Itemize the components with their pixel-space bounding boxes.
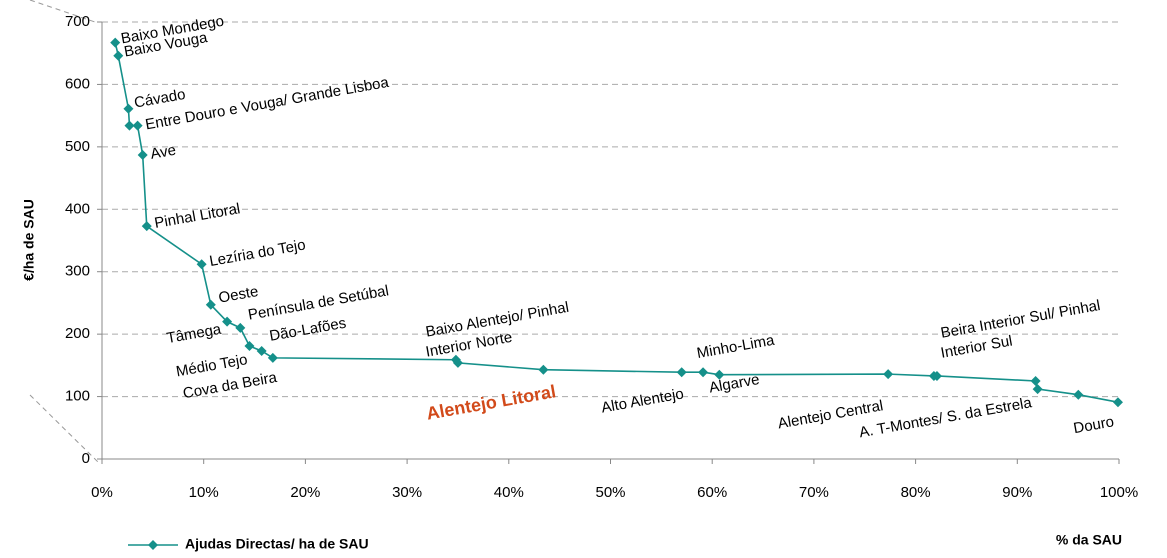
point: [1073, 389, 1084, 400]
point-label: Dão-Lafões: [268, 315, 347, 345]
decoration: [29, 394, 99, 463]
point-label: Douro: [1072, 413, 1115, 437]
x-tick-label: 30%: [392, 484, 422, 501]
point: [676, 367, 687, 378]
point-label: Beira Interior Sul/ Pinhal: [939, 297, 1101, 342]
x-tick-label: 100%: [1100, 484, 1138, 501]
point: [256, 345, 267, 356]
y-tick-label: 400: [65, 200, 90, 217]
point: [538, 364, 549, 375]
point: [124, 120, 135, 131]
x-tick-label: 0%: [91, 484, 113, 501]
x-tick-label: 50%: [595, 484, 625, 501]
point: [205, 299, 216, 310]
highlight-label: Alentejo Litoral: [425, 381, 557, 423]
point: [931, 370, 942, 381]
point: [235, 322, 246, 333]
point: [698, 367, 709, 378]
point: [113, 50, 124, 61]
point-label: Tâmega: [165, 321, 223, 347]
point: [883, 369, 894, 380]
point: [1032, 384, 1043, 395]
point: [714, 369, 725, 380]
y-tick-label: 100: [65, 388, 90, 405]
point-label: Pinhal Litoral: [153, 200, 241, 232]
point: [141, 221, 152, 232]
point-label: Lezíria do Tejo: [208, 236, 307, 270]
point-label: Ave: [149, 142, 177, 163]
y-tick-label: 200: [65, 325, 90, 342]
x-tick-label: 90%: [1002, 484, 1032, 501]
point: [452, 357, 463, 368]
point: [222, 316, 233, 327]
x-tick-label: 70%: [799, 484, 829, 501]
point: [1030, 375, 1041, 386]
decoration: [29, 0, 96, 23]
x-tick-label: 10%: [189, 484, 219, 501]
point-label: A. T-Montes/ S. da Estrela: [858, 394, 1034, 441]
point: [123, 103, 134, 114]
x-axis-title: % da SAU: [1056, 532, 1122, 548]
y-tick-label: 500: [65, 138, 90, 155]
point-label: Minho-Lima: [695, 332, 776, 362]
x-tick-label: 80%: [901, 484, 931, 501]
point: [1112, 397, 1123, 408]
x-tick-label: 60%: [697, 484, 727, 501]
point: [244, 341, 255, 352]
y-tick-label: 300: [65, 263, 90, 280]
point-label: Alto Alentejo: [600, 385, 685, 416]
point: [132, 120, 143, 131]
y-tick-label: 600: [65, 75, 90, 92]
x-tick-label: 20%: [290, 484, 320, 501]
legend-marker: [148, 540, 158, 550]
y-axis-title: €/ha de SAU: [21, 199, 37, 281]
x-tick-label: 40%: [494, 484, 524, 501]
legend-label: Ajudas Directas/ ha de SAU: [185, 536, 369, 552]
point-label: Oeste: [217, 283, 259, 307]
point: [267, 352, 278, 363]
y-tick-label: 700: [65, 13, 90, 30]
point: [196, 259, 207, 270]
point: [137, 149, 148, 160]
point-label: Cávado: [133, 86, 187, 112]
y-tick-label: 0: [82, 450, 90, 467]
point: [110, 37, 121, 48]
point-label: Península de Setúbal: [247, 282, 390, 324]
